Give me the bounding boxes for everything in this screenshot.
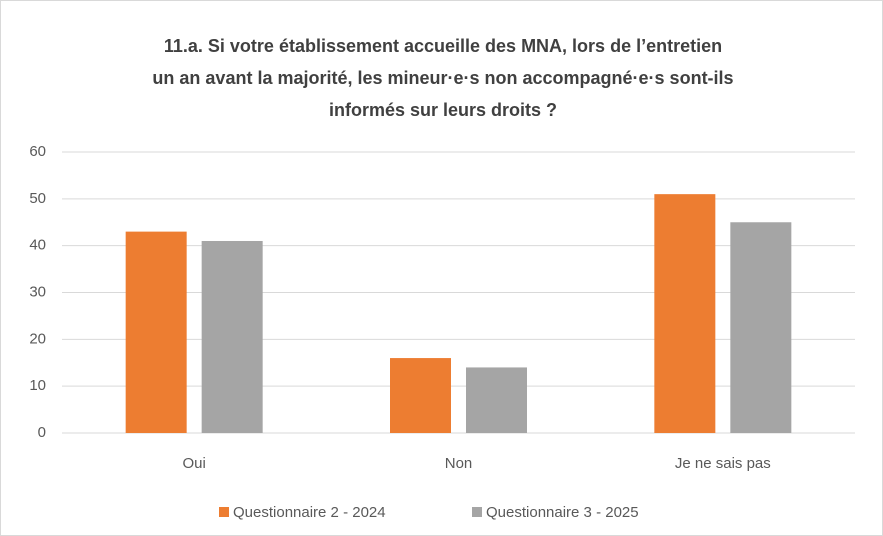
bar bbox=[466, 367, 527, 433]
x-tick-label: Je ne sais pas bbox=[675, 455, 771, 472]
chart-title: informés sur leurs droits ? bbox=[329, 100, 557, 120]
bar bbox=[730, 222, 792, 433]
y-tick-label: 40 bbox=[29, 237, 46, 254]
y-tick-label: 60 bbox=[29, 143, 46, 160]
y-tick-label: 30 bbox=[29, 283, 46, 300]
chart-title: 11.a. Si votre établissement accueille d… bbox=[164, 36, 722, 56]
legend-swatch bbox=[472, 507, 482, 517]
x-tick-label: Oui bbox=[182, 455, 205, 472]
y-tick-label: 50 bbox=[29, 190, 46, 207]
bar bbox=[390, 358, 451, 433]
y-tick-label: 10 bbox=[29, 377, 46, 394]
y-tick-label: 0 bbox=[38, 424, 46, 441]
y-tick-label: 20 bbox=[29, 330, 46, 347]
x-tick-label: Non bbox=[445, 455, 473, 472]
bar bbox=[201, 240, 263, 433]
legend-label: Questionnaire 3 - 2025 bbox=[486, 504, 639, 521]
bar bbox=[125, 231, 187, 433]
legend-swatch bbox=[219, 507, 229, 517]
chart-title: un an avant la majorité, les mineur·e·s … bbox=[152, 68, 733, 88]
legend-label: Questionnaire 2 - 2024 bbox=[233, 504, 386, 521]
bar bbox=[654, 194, 716, 433]
